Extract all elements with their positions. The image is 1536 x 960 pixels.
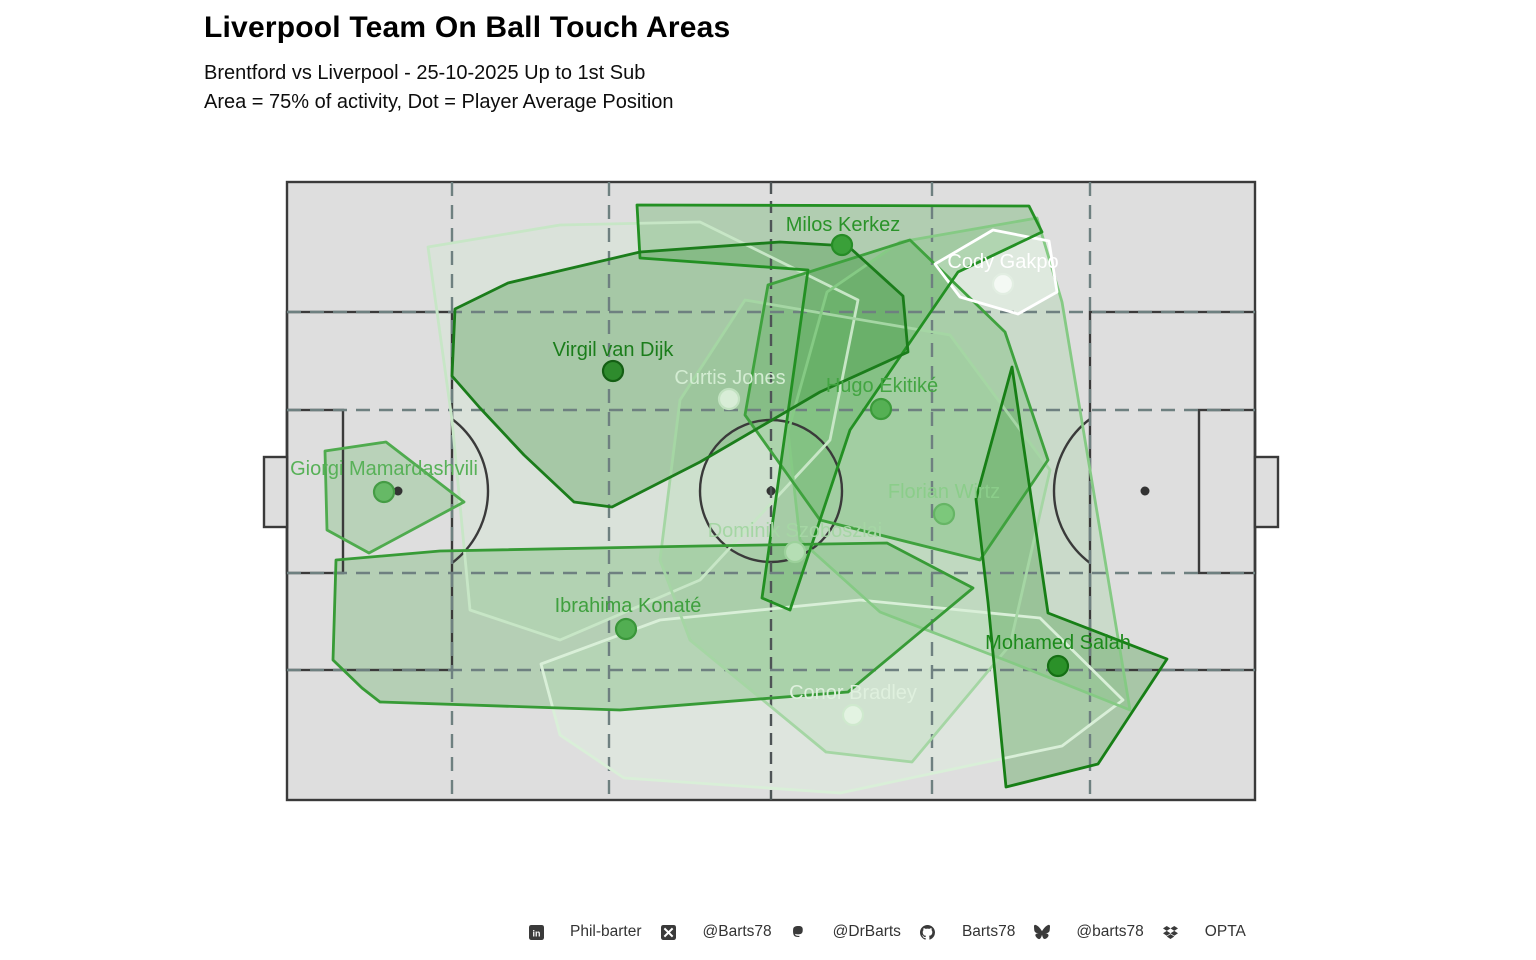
player-dots [372, 233, 1070, 727]
left-goal [262, 455, 289, 529]
touch-area-mohamed-salah [974, 365, 1169, 789]
touch-area-cody-gakpo [933, 228, 1059, 316]
footer-link-label: @barts78 [1076, 923, 1144, 940]
touch-area-fill-mohamed-salah [976, 367, 1167, 787]
player-labels: Curtis Jones Conor Bradley Dominik Szobosz… [290, 214, 1131, 704]
touch-area-fill-hugo-ekitike [745, 240, 1048, 560]
touch-area-giorgi-mamardashvili [323, 440, 466, 555]
touch-area-fill-dominik-szoboszlai [660, 300, 1050, 762]
footer-link-label: OPTA [1204, 923, 1246, 940]
footer-link-opta: OPTA [1163, 923, 1246, 941]
touch-area-virgil-van-dijk [450, 240, 910, 509]
player-label-ibrahima-konate: Ibrahima Konaté [555, 595, 702, 617]
touch-area-fills [325, 205, 1167, 793]
right-penalty-arc [1052, 418, 1091, 564]
touch-area-outlines [323, 203, 1169, 795]
footer-credits: in Phil-barter @Barts78 @DrBarts Barts78 @bar… [528, 923, 1265, 941]
github-icon [920, 924, 936, 940]
player-label-conor-bradley: Conor Bradley [789, 682, 917, 704]
page-title: Liverpool Team On Ball Touch Areas [204, 11, 731, 44]
footer-link-phil-barter: in Phil-barter [528, 923, 642, 941]
touch-area-florian-wirtz [786, 216, 1132, 712]
footer-link-label: Phil-barter [570, 923, 642, 940]
player-dot-ibrahima-konate [614, 617, 638, 641]
left-penalty-spot [393, 486, 403, 496]
player-label-milos-kerkez: Milos Kerkez [786, 214, 900, 236]
player-label-cody-gakpo: Cody Gakpo [947, 251, 1058, 273]
subtitle-line-1: Brentford vs Liverpool - 25-10-2025 Up t… [204, 62, 646, 84]
footer-link-label: @Barts78 [702, 923, 772, 940]
touch-area-hugo-ekitike [743, 238, 1050, 562]
bluesky-icon [1034, 924, 1051, 940]
player-dot-cody-gakpo [991, 272, 1015, 296]
player-label-giorgi-mamardashvili: Giorgi Mamardashvili [290, 458, 478, 480]
linkedin-icon: in [528, 924, 544, 940]
player-dot-curtis-jones [717, 387, 741, 411]
player-dot-virgil-van-dijk [601, 359, 625, 383]
player-dot-conor-bradley [841, 703, 865, 727]
player-label-florian-wirtz: Florian Wirtz [888, 481, 1000, 503]
footer-link-barts78: @barts78 [1034, 923, 1144, 941]
figure-subtitle: Brentford vs Liverpool - 25-10-2025 Up t… [204, 59, 730, 116]
touch-area-fill-curtis-jones [428, 222, 858, 640]
right-goal [1253, 455, 1280, 529]
touch-area-conor-bradley [539, 598, 1125, 795]
touch-area-fill-ibrahima-konate [333, 543, 973, 710]
player-label-mohamed-salah: Mohamed Salah [985, 632, 1131, 654]
touch-area-curtis-jones [426, 220, 860, 642]
player-dot-giorgi-mamardashvili [372, 480, 396, 504]
footer-link-barts78: Barts78 [920, 923, 1015, 941]
touch-area-ibrahima-konate [331, 541, 975, 712]
footer-link-drbarts: @DrBarts [791, 923, 901, 941]
subtitle-line-2: Area = 75% of activity, Dot = Player Ave… [204, 90, 674, 113]
player-label-dominik-szoboszlai: Dominik Szoboszlai [708, 520, 883, 542]
svg-text:in: in [532, 928, 540, 938]
mastodon-icon [791, 924, 807, 940]
x-icon [661, 924, 677, 940]
player-dot-florian-wirtz [932, 502, 956, 526]
touch-area-dominik-szoboszlai [658, 298, 1052, 764]
player-label-virgil-van-dijk: Virgil van Dijk [553, 339, 675, 361]
footer-link-barts78: @Barts78 [661, 923, 772, 941]
dropbox-icon [1163, 924, 1179, 940]
player-dot-hugo-ekitike [869, 397, 893, 421]
player-dot-mohamed-salah [1046, 654, 1070, 678]
footer-link-label: @DrBarts [832, 923, 901, 940]
touch-area-fill-giorgi-mamardashvili [325, 442, 464, 553]
figure-header: Liverpool Team On Ball Touch Areas Brent… [204, 10, 730, 116]
right-penalty-spot [1140, 486, 1150, 496]
player-label-curtis-jones: Curtis Jones [674, 367, 785, 389]
left-penalty-arc [451, 418, 490, 564]
player-label-hugo-ekitike: Hugo Ekitiké [826, 375, 938, 397]
footer-link-label: Barts78 [961, 923, 1016, 940]
player-dot-milos-kerkez [830, 233, 854, 257]
touch-area-fill-milos-kerkez [637, 205, 1042, 610]
player-dot-dominik-szoboszlai [783, 540, 807, 564]
touch-area-milos-kerkez [635, 203, 1044, 612]
